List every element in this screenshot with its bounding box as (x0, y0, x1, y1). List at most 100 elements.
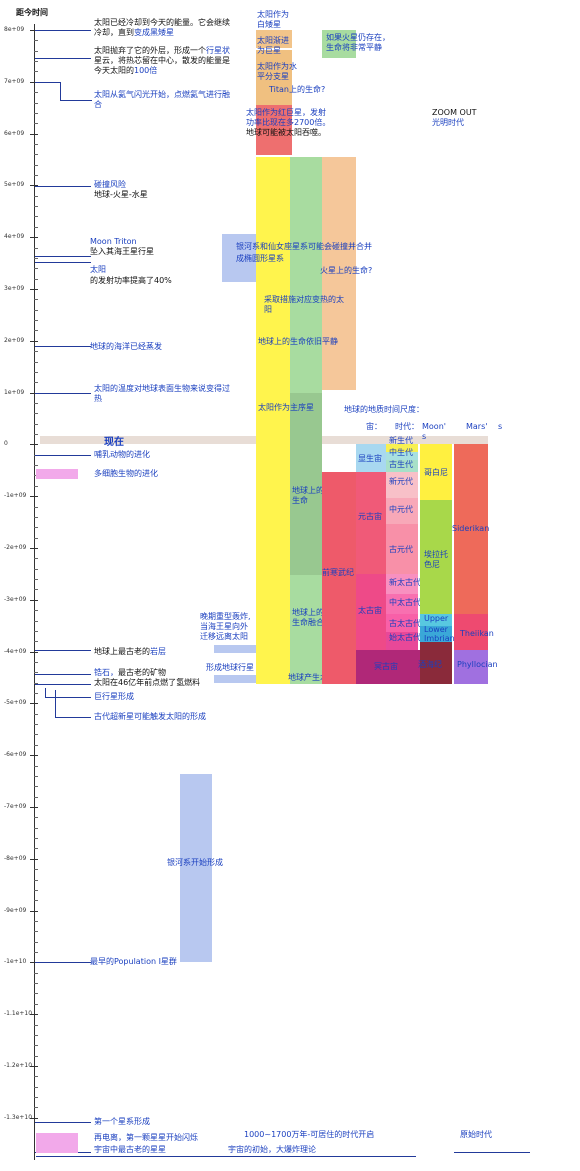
axis-tick-label: 6e+09 (4, 130, 25, 137)
mars-phyllocian (454, 650, 488, 684)
event-white-dwarf-line2: 冷却，直到变成黑矮星 (94, 28, 174, 38)
col-mars-life-1: 如果火星仍存在， (326, 33, 390, 42)
moon-eratosthenian-label-2: 色尼 (424, 560, 440, 569)
axis-minor-tick (34, 538, 38, 539)
geo-eon-header: 宙： (366, 422, 382, 431)
axis-tick-label: 2e+09 (4, 337, 25, 344)
mars-theiikan (454, 614, 488, 650)
event-oldest-rock-text: 地球上最古老的 (94, 647, 150, 656)
axis-tick (30, 755, 38, 756)
event-planetary-nebula-text3: 今天太阳的 (94, 66, 134, 75)
event-helium-flash-line2: 合 (94, 100, 102, 109)
axis-minor-tick (34, 1045, 38, 1046)
axis-minor-tick (34, 952, 38, 953)
axis-tick-label: -1e+10 (4, 958, 27, 965)
moon-imbrian-label: Imbrian (424, 634, 455, 643)
axis-minor-tick (34, 196, 38, 197)
connector-line (35, 962, 91, 963)
now-label: 现在 (104, 437, 124, 448)
event-collision-line2: 地球-火星-水星 (94, 190, 148, 199)
era-mesozoic-label: 中生代 (389, 448, 413, 457)
axis-tick-label: 5e+09 (4, 181, 25, 188)
eon-archean (356, 574, 386, 650)
era-eoarchean-label: 始太古代 (389, 633, 421, 642)
col-life-fusion-1: 地球上的 (292, 608, 324, 617)
connector-line (35, 393, 91, 394)
axis-minor-tick (34, 1076, 38, 1077)
bottom-underline-right (454, 1152, 530, 1153)
era-paleoproterozoic (386, 524, 418, 574)
axis-tick (30, 1014, 38, 1015)
moon-imbrian-upper (420, 614, 452, 626)
axis-minor-tick (34, 279, 38, 280)
axis-minor-tick (34, 734, 38, 735)
col-titan: Titan上的生命? (269, 85, 326, 94)
axis-tick (30, 82, 38, 83)
axis-tick-label: -2e+09 (4, 544, 27, 551)
axis-minor-tick (34, 123, 38, 124)
moon-copernican (420, 444, 452, 500)
event-100x-link[interactable]: 100倍 (134, 66, 158, 75)
event-rock-link[interactable]: 岩层 (150, 647, 166, 656)
event-black-dwarf-link[interactable]: 变成黑矮星 (134, 28, 174, 37)
axis-minor-tick (34, 382, 38, 383)
axis-minor-tick (34, 745, 38, 746)
connector-line (60, 82, 61, 100)
axis-minor-tick (34, 1004, 38, 1005)
event-zircon: 锆石，最古老的矿物 (94, 668, 166, 678)
event-big-bang: 宇宙的初始，大爆炸理论 (228, 1145, 316, 1154)
axis-minor-tick (34, 683, 38, 684)
axis-tick-label: 8e+09 (4, 26, 25, 33)
axis-minor-tick (34, 579, 38, 580)
connector-line (55, 690, 56, 717)
axis-minor-tick (34, 486, 38, 487)
recombination-band (36, 1133, 78, 1147)
axis-tick-label: 7e+09 (4, 78, 25, 85)
axis-minor-tick (34, 310, 38, 311)
event-bombardment-line2: 当海王星向外 (200, 622, 248, 631)
axis-minor-tick (34, 786, 38, 787)
axis-minor-tick (34, 1056, 38, 1057)
axis-minor-tick (34, 993, 38, 994)
event-zircon-link[interactable]: 锆石， (94, 668, 118, 677)
mars-life-bar (322, 30, 356, 58)
axis-tick (30, 1118, 38, 1119)
axis-minor-tick (34, 372, 38, 373)
axis-minor-tick (34, 465, 38, 466)
axis-minor-tick (34, 527, 38, 528)
axis-minor-tick (34, 424, 38, 425)
moon-nectarian-label: 酒海纪 (418, 660, 442, 669)
axis-tick-label: -1e+09 (4, 492, 27, 499)
axis-minor-tick (34, 517, 38, 518)
event-planetary-nebula-link[interactable]: 行星状 (206, 46, 230, 55)
event-primordial: 原始时代 (460, 1130, 492, 1139)
axis-tick-label: -1.2e+10 (4, 1062, 33, 1069)
mars-amazonian (454, 444, 488, 614)
col-mars-life-q: 火星上的生命? (320, 266, 373, 275)
axis-minor-tick (34, 641, 38, 642)
era-paleozoic (386, 460, 418, 472)
axis-minor-tick (34, 507, 38, 508)
red-giant-bar (256, 105, 292, 155)
col-main-seq: 太阳作为主序星 (258, 403, 314, 412)
event-giant-planets: 巨行星形成 (94, 692, 134, 701)
axis-minor-tick (34, 828, 38, 829)
axis-tick (30, 548, 38, 549)
mars-theiikan-label: Theiikan (460, 629, 494, 638)
geo-era-header: 时代： (395, 422, 419, 431)
connector-line (35, 256, 91, 257)
axis-minor-tick (34, 1087, 38, 1088)
axis-minor-tick (34, 724, 38, 725)
eon-hadean-label: 冥古宙 (374, 662, 398, 671)
eon-hadean (356, 650, 420, 684)
mars-life-q-bar (322, 157, 356, 390)
col-mercury-1: 太阳作为水 (257, 62, 297, 71)
axis-tick (30, 30, 38, 31)
era-eoarchean (386, 632, 418, 650)
axis-minor-tick (34, 890, 38, 891)
event-sun-power-line1: 太阳 (90, 265, 106, 274)
col-sun-giant-2: 为巨星 (257, 46, 281, 55)
axis-tick-label: -8e+09 (4, 855, 27, 862)
era-neoarchean (386, 574, 418, 594)
event-sun-power-line2: 的发射功率提高了40% (90, 276, 172, 285)
